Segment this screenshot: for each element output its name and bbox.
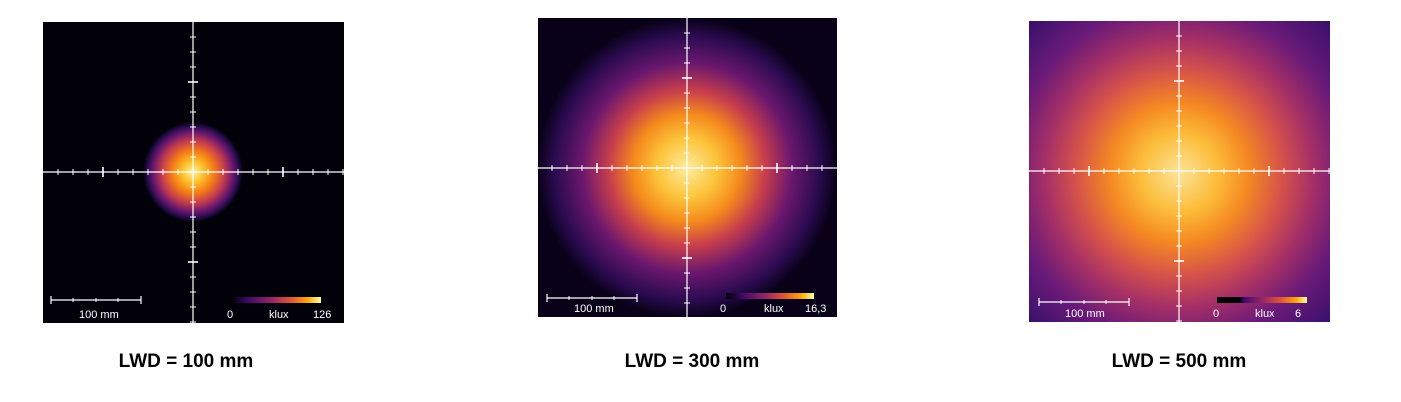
colorbar-min-label: 0 (720, 303, 726, 315)
colorbar-max-label: 126 (313, 309, 331, 321)
colorbar: 0 klux 126 (227, 297, 331, 321)
colorbar: 0 klux 6 (1213, 297, 1307, 320)
crosshair (1029, 21, 1330, 322)
colorbar-unit-label: klux (269, 309, 289, 321)
panel-caption: LWD = 100 mm (118, 351, 254, 372)
heatmap-image: 100 mm 0 klux 16,3 (538, 18, 837, 317)
heatmap-image: 100 mm 0 klux 126 (43, 22, 344, 323)
colorbar-unit-label: klux (1255, 308, 1275, 320)
colorbar-max-label: 6 (1295, 308, 1301, 320)
scale-bar: 100 mm (1038, 298, 1130, 320)
colorbar-min-label: 0 (1213, 308, 1219, 320)
scale-label: 100 mm (1065, 308, 1105, 320)
heatmap-panel-lwd-300: 100 mm 0 klux 16,3 (538, 18, 837, 317)
crosshair (538, 18, 837, 317)
colorbar-gradient (231, 297, 321, 303)
heatmap-panel-lwd-500: 100 mm 0 klux 6 (1029, 21, 1330, 322)
heatmap-panel-lwd-100: 100 mm 0 klux 126 (43, 22, 344, 323)
colorbar-gradient (1217, 297, 1307, 303)
panel-caption: LWD = 300 mm (624, 351, 760, 372)
scale-label: 100 mm (574, 303, 614, 315)
colorbar-min-label: 0 (227, 309, 233, 321)
crosshair (43, 22, 344, 323)
colorbar-unit-label: klux (764, 303, 784, 315)
scale-bar: 100 mm (50, 296, 142, 321)
colorbar-gradient (726, 293, 814, 299)
heatmap-image: 100 mm 0 klux 6 (1029, 21, 1330, 322)
colorbar-max-label: 16,3 (805, 303, 826, 315)
scale-label: 100 mm (79, 309, 119, 321)
panel-caption: LWD = 500 mm (1111, 351, 1247, 372)
scale-bar: 100 mm (546, 294, 638, 315)
colorbar: 0 klux 16,3 (720, 293, 826, 315)
